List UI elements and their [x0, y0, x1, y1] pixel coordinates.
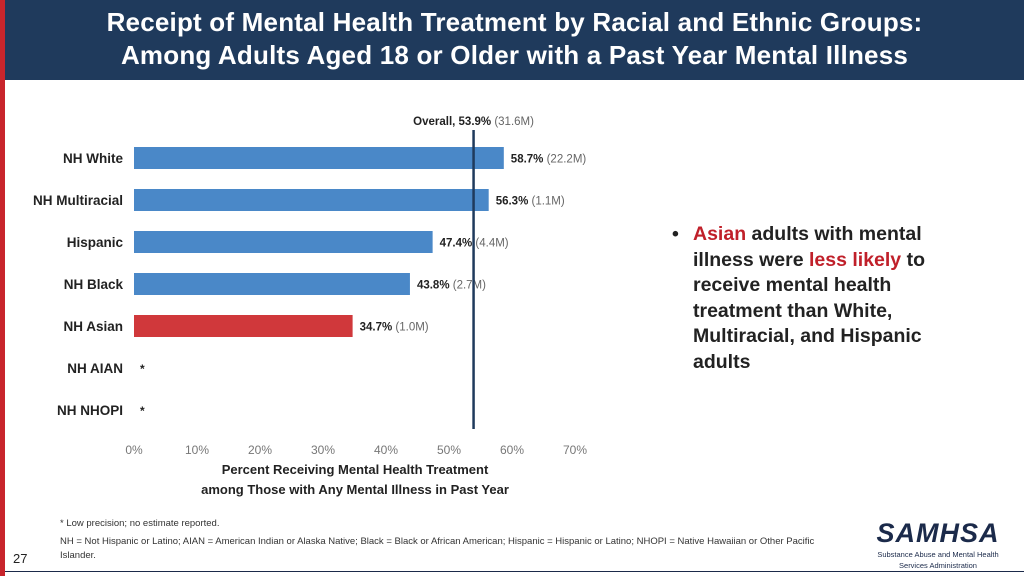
bar-hispanic	[134, 231, 433, 253]
key-finding-text: Asian adults with mental illness were le…	[672, 222, 962, 375]
bar-nh-multiracial	[134, 189, 489, 211]
x-tick-label: 10%	[185, 443, 209, 457]
x-tick-label: 30%	[311, 443, 335, 457]
category-label: NH AIAN	[67, 361, 123, 376]
slide-title-line-1: Receipt of Mental Health Treatment by Ra…	[106, 6, 923, 37]
x-tick-label: 50%	[437, 443, 461, 457]
category-label: Hispanic	[67, 235, 124, 250]
slide-header: Receipt of Mental Health Treatment by Ra…	[5, 0, 1024, 77]
category-label: NH White	[63, 151, 123, 166]
highlight-asian: Asian	[693, 223, 747, 245]
low-precision-footnote: * Low precision; no estimate reported.	[60, 518, 220, 529]
header-underline	[5, 77, 1024, 80]
category-label: NH Black	[64, 277, 124, 292]
samhsa-subtitle-1: Substance Abuse and Mental Health	[877, 550, 999, 559]
x-axis-title-line-2: among Those with Any Mental Illness in P…	[201, 482, 509, 497]
category-label: NH Multiracial	[33, 193, 123, 208]
x-tick-label: 20%	[248, 443, 272, 457]
overall-label: Overall, 53.9% (31.6M)	[413, 116, 534, 128]
x-axis-title-line-1: Percent Receiving Mental Health Treatmen…	[222, 462, 489, 477]
bullet-dot: •	[672, 223, 679, 245]
samhsa-wordmark: SAMHSA	[876, 518, 1000, 548]
key-finding-bullet: • Asian adults with mental illness were …	[672, 222, 962, 375]
x-tick-label: 40%	[374, 443, 398, 457]
category-label: NH Asian	[63, 319, 123, 334]
value-label: 34.7% (1.0M)	[360, 322, 429, 334]
footer-rule	[5, 571, 1024, 572]
left-accent-stripe	[0, 0, 5, 576]
samhsa-subtitle-2: Services Administration	[899, 561, 977, 570]
no-estimate-mark: *	[140, 404, 145, 418]
highlight-less-likely: less likely	[808, 248, 902, 271]
value-label: 58.7% (22.2M)	[511, 154, 587, 166]
treatment-bar-chart: NH White 58.7% (22.2M) NH Multiracial 56.3%…	[33, 116, 587, 497]
category-label: NH NHOPI	[57, 403, 123, 418]
bar-nh-black	[134, 273, 410, 295]
x-tick-label: 60%	[500, 443, 524, 457]
samhsa-logo: SAMHSA Substance Abuse and Mental Health…	[868, 518, 1008, 570]
slide-title-line-2: Among Adults Aged 18 or Older with a Pas…	[120, 39, 909, 70]
bar-nh-white	[134, 147, 504, 169]
value-label: 43.8% (2.7M)	[417, 280, 486, 292]
no-estimate-mark: *	[140, 362, 145, 376]
bar-nh-asian	[134, 315, 353, 337]
x-tick-label: 0%	[125, 443, 143, 457]
page-number: 27	[13, 551, 28, 566]
abbreviations-footnote: NH = Not Hispanic or Latino; AIAN = Amer…	[60, 536, 815, 561]
value-label: 56.3% (1.1M)	[496, 196, 565, 208]
finding-text-2: to receive mental health treatment than …	[693, 248, 925, 373]
finding-text-1: adults with mental illness were	[693, 223, 922, 271]
value-label: 47.4% (4.4M)	[440, 238, 509, 250]
x-tick-label: 70%	[563, 443, 587, 457]
